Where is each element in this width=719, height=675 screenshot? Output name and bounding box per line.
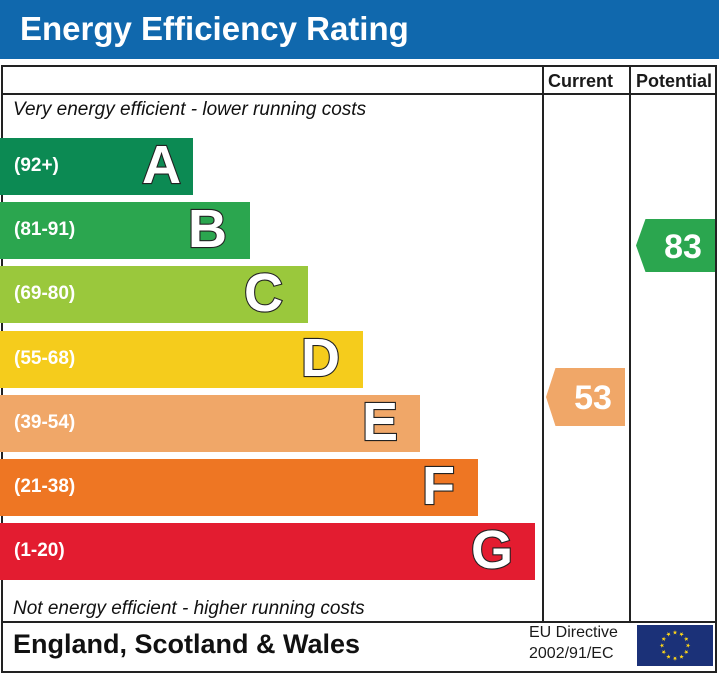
svg-text:53: 53	[574, 379, 612, 417]
svg-text:83: 83	[664, 228, 702, 266]
svg-text:C: C	[244, 263, 283, 323]
svg-text:G: G	[471, 520, 513, 580]
svg-text:D: D	[301, 328, 340, 388]
svg-text:B: B	[188, 199, 227, 259]
svg-text:F: F	[422, 456, 455, 516]
svg-text:A: A	[142, 135, 181, 195]
svg-text:E: E	[362, 392, 398, 452]
